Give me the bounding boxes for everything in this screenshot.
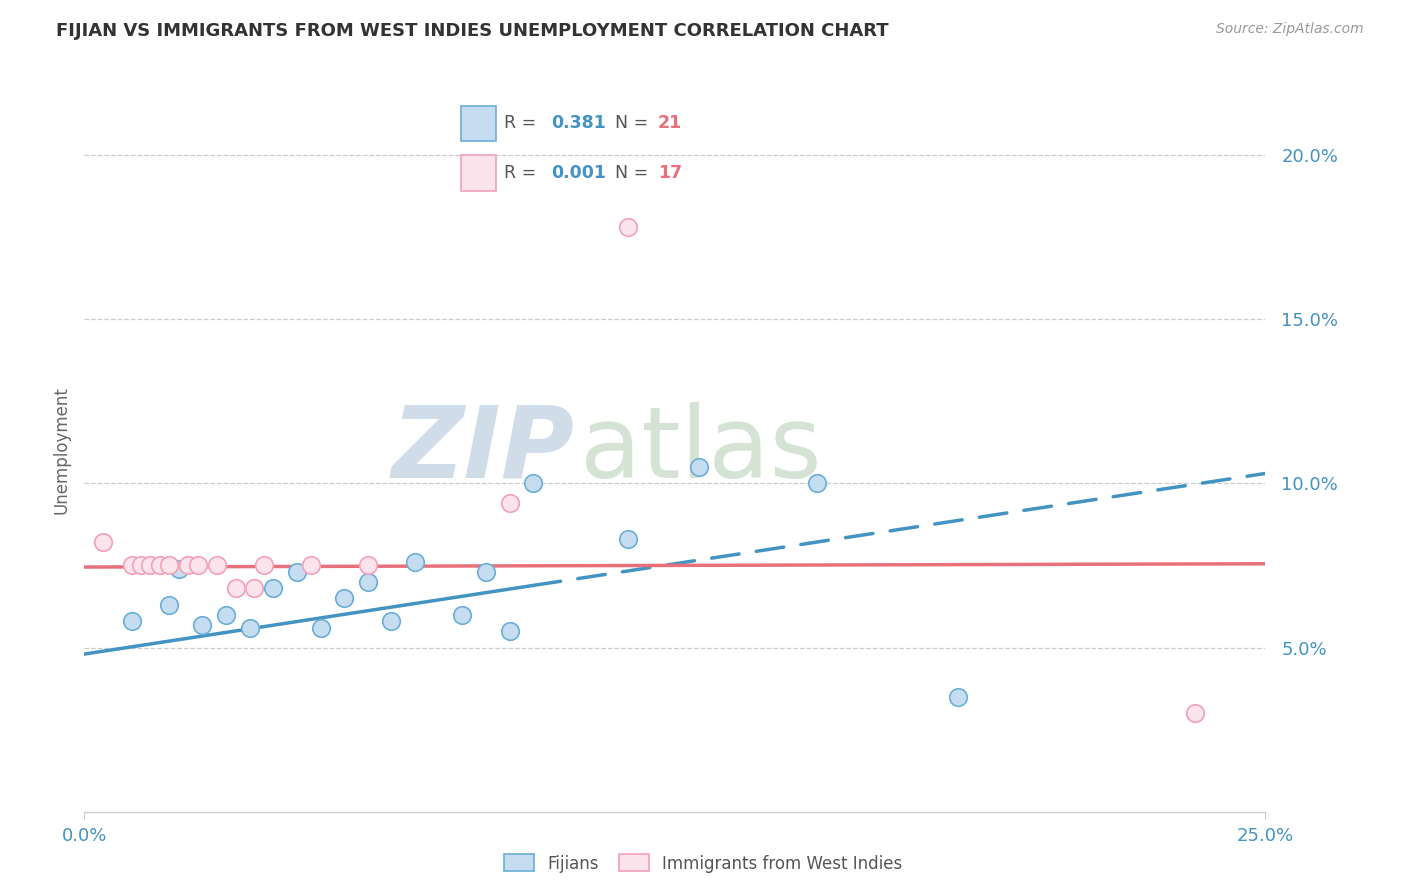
Point [380, 614, 402, 628]
Point [121, 558, 143, 573]
Point [139, 558, 162, 573]
Text: ZIP: ZIP [391, 402, 575, 499]
Point [522, 476, 544, 491]
Text: atlas: atlas [581, 402, 823, 499]
Point [688, 459, 710, 474]
Point [616, 220, 638, 235]
Y-axis label: Unemployment: Unemployment [52, 386, 70, 515]
Point [806, 476, 828, 491]
Point [948, 690, 970, 704]
Point [121, 614, 143, 628]
Point [285, 565, 308, 579]
Point [187, 558, 209, 573]
Point [239, 621, 262, 635]
Point [177, 558, 200, 573]
Point [205, 558, 228, 573]
Point [215, 607, 238, 622]
Point [243, 582, 266, 596]
Point [333, 591, 356, 606]
Legend: Fijians, Immigrants from West Indies: Fijians, Immigrants from West Indies [498, 847, 908, 880]
Text: Source: ZipAtlas.com: Source: ZipAtlas.com [1216, 22, 1364, 37]
Point [149, 558, 172, 573]
Point [253, 558, 276, 573]
Text: FIJIAN VS IMMIGRANTS FROM WEST INDIES UNEMPLOYMENT CORRELATION CHART: FIJIAN VS IMMIGRANTS FROM WEST INDIES UN… [56, 22, 889, 40]
Point [357, 558, 380, 573]
Point [498, 624, 520, 639]
Point [299, 558, 322, 573]
Point [451, 607, 474, 622]
Point [157, 558, 180, 573]
Point [262, 582, 284, 596]
Point [357, 574, 380, 589]
Point [404, 555, 426, 569]
Point [191, 617, 214, 632]
Point [91, 535, 114, 549]
Point [475, 565, 498, 579]
Point [498, 496, 520, 510]
Point [309, 621, 332, 635]
Point [167, 562, 190, 576]
Point [616, 532, 638, 546]
Point [225, 582, 247, 596]
Point [129, 558, 152, 573]
Point [1184, 706, 1206, 721]
Point [157, 598, 180, 612]
